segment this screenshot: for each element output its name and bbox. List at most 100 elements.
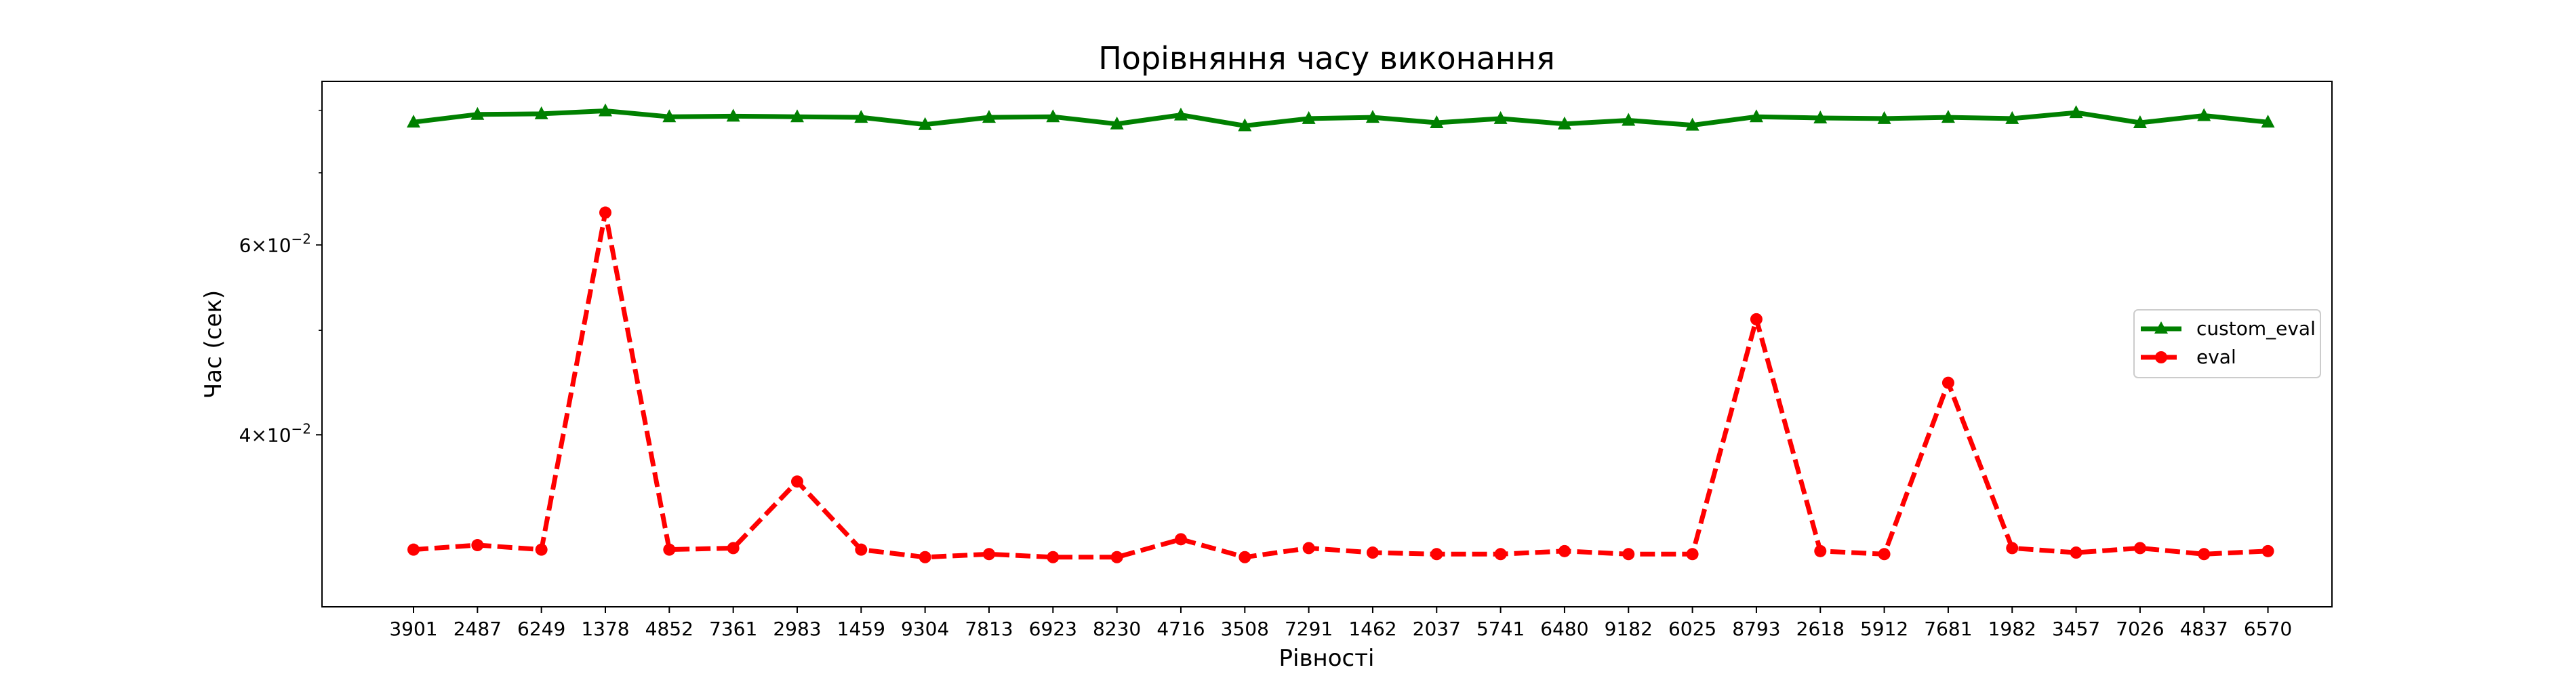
data-point-eval [1366, 546, 1379, 559]
data-point-eval [1941, 376, 1954, 389]
data-point-eval [1110, 551, 1123, 563]
data-point-eval [1494, 548, 1507, 561]
x-axis-label: Рівності [1279, 645, 1375, 672]
legend-marker-custom-eval [2154, 321, 2168, 334]
x-axis: 3901 2487 6249 1378 4852 7361 2983 1459 9304 7813… [389, 607, 2292, 640]
data-point-eval [1686, 548, 1699, 561]
x-tick-label: 2487 [454, 618, 502, 640]
data-point-custom-eval [1685, 117, 1699, 131]
data-point-custom-eval [726, 108, 740, 122]
data-point-custom-eval [662, 109, 677, 123]
data-point-eval [1430, 548, 1443, 561]
legend-marker-eval [2155, 351, 2167, 363]
x-tick-label: 1378 [581, 618, 629, 640]
data-point-eval [1558, 544, 1571, 557]
x-tick-label: 4716 [1156, 618, 1205, 640]
x-tick-label: 5912 [1860, 618, 1908, 640]
data-point-custom-eval [982, 110, 996, 123]
data-point-custom-eval [1046, 109, 1060, 123]
x-tick-label: 7291 [1285, 618, 1333, 640]
x-tick-label: 7026 [2116, 618, 2164, 640]
y-axis: 6×10−2 4×10−2 [239, 109, 322, 446]
data-point-eval [790, 475, 803, 488]
data-point-eval [1622, 548, 1635, 561]
data-point-eval [663, 543, 676, 556]
data-point-custom-eval [2197, 108, 2211, 121]
data-point-custom-eval [470, 106, 485, 120]
data-point-eval [1174, 533, 1187, 546]
data-point-custom-eval [1302, 111, 1316, 124]
y-tick-label: 6×10−2 [239, 231, 311, 256]
data-point-eval [982, 548, 995, 561]
data-point-custom-eval [534, 106, 548, 119]
x-tick-label: 8793 [1732, 618, 1780, 640]
x-tick-label: 6249 [517, 618, 565, 640]
series-line-custom-eval [413, 108, 2268, 128]
chart-title: Порівняння часу виконання [1098, 40, 1555, 77]
data-point-eval [407, 543, 420, 556]
x-tick-label: 8230 [1093, 618, 1141, 640]
data-point-eval [471, 539, 484, 552]
data-point-custom-eval [790, 109, 804, 123]
data-point-eval [535, 543, 548, 556]
legend-label-custom-eval: custom_eval [2196, 317, 2316, 340]
data-point-custom-eval [1877, 111, 1891, 124]
data-point-custom-eval [1941, 110, 1955, 123]
plot-marks [407, 103, 2275, 563]
data-point-eval [1878, 548, 1891, 561]
data-point-eval [1302, 542, 1315, 555]
legend-label-eval: eval [2196, 346, 2236, 368]
x-tick-label: 5741 [1476, 618, 1525, 640]
data-point-custom-eval [1238, 118, 1252, 132]
data-point-custom-eval [1493, 111, 1508, 124]
x-tick-label: 7681 [1924, 618, 1972, 640]
x-tick-label: 1462 [1348, 618, 1396, 640]
x-tick-label: 9304 [901, 618, 949, 640]
x-tick-label: 2037 [1413, 618, 1461, 640]
x-tick-label: 4852 [645, 618, 693, 640]
data-point-eval [2133, 542, 2146, 555]
data-point-eval [1239, 551, 1251, 563]
y-axis-label: Час (сек) [200, 290, 227, 399]
data-point-custom-eval [2005, 111, 2019, 124]
data-point-eval [2006, 542, 2019, 555]
x-tick-label: 3508 [1221, 618, 1269, 640]
x-tick-label: 6025 [1668, 618, 1716, 640]
data-point-custom-eval [1813, 110, 1828, 123]
data-point-eval [1750, 313, 1763, 325]
data-point-custom-eval [2069, 105, 2083, 119]
data-point-custom-eval [1173, 107, 1188, 121]
data-point-eval [727, 542, 740, 555]
x-tick-label: 3457 [2052, 618, 2100, 640]
data-point-custom-eval [1622, 113, 1636, 126]
data-point-custom-eval [2133, 115, 2147, 129]
data-point-eval [2261, 544, 2274, 557]
data-point-custom-eval [918, 117, 932, 130]
x-tick-label: 2618 [1796, 618, 1845, 640]
data-point-custom-eval [1557, 116, 1571, 129]
data-point-eval [2070, 546, 2082, 559]
data-point-custom-eval [1110, 116, 1124, 129]
x-tick-label: 4837 [2180, 618, 2228, 640]
data-point-eval [1047, 551, 1060, 563]
x-tick-label: 6570 [2244, 618, 2292, 640]
data-point-custom-eval [598, 103, 612, 117]
x-tick-label: 1982 [1988, 618, 2036, 640]
x-tick-label: 7813 [965, 618, 1013, 640]
data-point-custom-eval [2261, 115, 2275, 128]
data-point-custom-eval [407, 115, 420, 128]
x-tick-label: 1459 [837, 618, 885, 640]
data-point-custom-eval [1365, 110, 1380, 123]
x-tick-label: 3901 [389, 618, 437, 640]
x-tick-label: 9182 [1605, 618, 1653, 640]
data-point-custom-eval [1749, 109, 1763, 123]
data-point-eval [599, 206, 611, 219]
legend: custom_eval eval [2133, 309, 2321, 378]
data-point-eval [2198, 548, 2211, 561]
data-point-eval [1814, 544, 1827, 557]
data-point-eval [855, 543, 868, 556]
plot-area-frame [321, 81, 2333, 607]
x-tick-label: 2983 [773, 618, 821, 640]
series-line-eval [413, 210, 2268, 560]
